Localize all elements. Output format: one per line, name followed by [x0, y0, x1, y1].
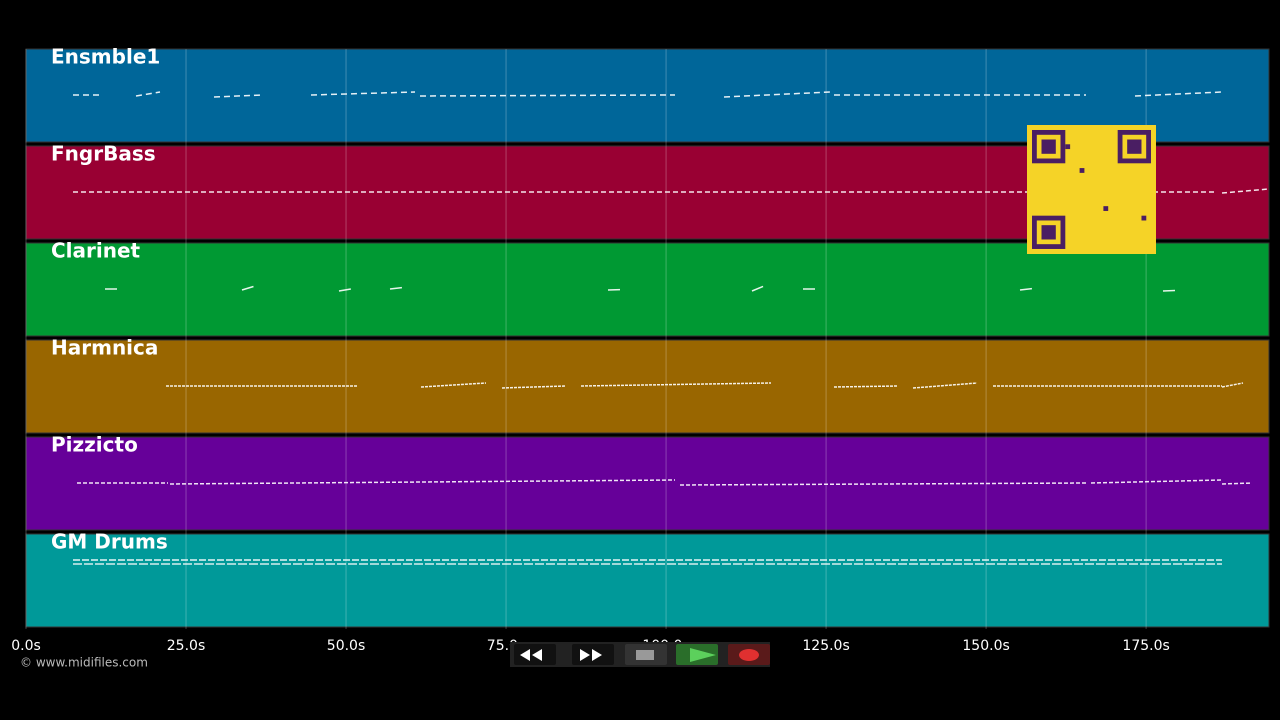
note-run	[169, 479, 676, 485]
note-run	[1221, 382, 1244, 388]
qr-finder	[1127, 139, 1142, 154]
note-run	[241, 285, 256, 291]
fast-forward-button-icon	[580, 649, 602, 661]
note-run	[1134, 91, 1223, 97]
fast-forward-button[interactable]	[572, 644, 614, 665]
note-run	[1090, 479, 1223, 484]
note-run	[833, 385, 898, 388]
time-tick-label: 150.0s	[962, 638, 1009, 654]
note-run	[419, 94, 676, 97]
track-name: GM Drums	[51, 530, 168, 554]
track-name: Harmnica	[51, 336, 158, 360]
time-tick-label: 125.0s	[802, 638, 849, 654]
record-button-icon	[739, 649, 759, 661]
rewind-button-icon	[520, 649, 542, 661]
note-run	[1221, 482, 1253, 485]
note-run	[751, 285, 765, 292]
qr-finder	[1032, 129, 1066, 164]
track-name: Pizzicto	[51, 433, 138, 457]
time-tick-label: 50.0s	[327, 638, 365, 654]
note-run	[420, 382, 487, 388]
qr-finder	[1032, 215, 1066, 249]
track-name: FngrBass	[51, 142, 156, 166]
stop-button-icon	[636, 650, 654, 660]
stop-button[interactable]	[625, 644, 667, 665]
transport-controls	[510, 642, 770, 667]
note-run	[135, 91, 161, 97]
play-button[interactable]	[676, 644, 718, 665]
qr-module	[1103, 206, 1109, 211]
note-run	[723, 91, 831, 98]
record-button[interactable]	[728, 644, 770, 665]
qr-code	[1027, 125, 1156, 254]
note-run	[213, 94, 263, 98]
time-tick-label: 175.0s	[1122, 638, 1169, 654]
qr-finder	[1041, 139, 1056, 154]
time-tick-label: 25.0s	[167, 638, 205, 654]
note-run	[389, 285, 416, 290]
qr-module	[1079, 168, 1085, 173]
qr-finder	[1041, 225, 1056, 240]
note-run	[912, 382, 978, 389]
track-lane	[25, 242, 1270, 337]
qr-module	[1065, 144, 1071, 150]
note-run	[1019, 285, 1057, 291]
rewind-button[interactable]	[514, 644, 556, 665]
qr-finder	[1117, 129, 1151, 164]
copyright: © www.midifiles.com	[20, 656, 148, 670]
note-run	[679, 482, 1087, 486]
note-run	[607, 288, 646, 291]
qr-module	[1141, 215, 1147, 221]
note-run	[1162, 288, 1211, 292]
play-button-icon	[690, 648, 716, 662]
note-run	[501, 385, 566, 389]
note-run	[310, 91, 416, 96]
note-run	[338, 288, 352, 292]
track-name: Clarinet	[51, 239, 141, 263]
note-run	[580, 382, 772, 387]
time-tick-label: 0.0s	[11, 638, 41, 654]
track-lane	[25, 533, 1270, 628]
track-name: Ensmble1	[51, 45, 160, 69]
